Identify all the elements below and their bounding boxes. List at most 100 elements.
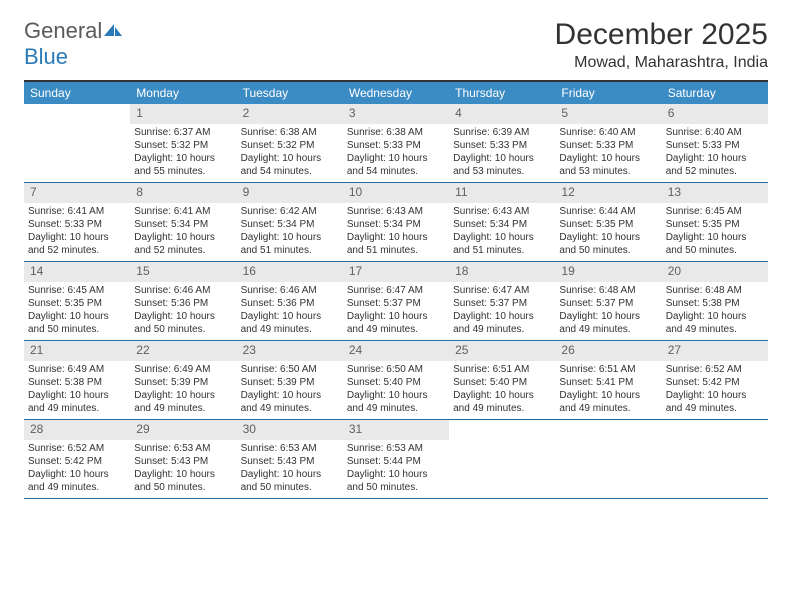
daylight-line: Daylight: 10 hours and 49 minutes. [559,389,657,415]
day-number: 29 [130,420,236,440]
day-number: 25 [449,341,555,361]
day-body: Sunrise: 6:41 AMSunset: 5:34 PMDaylight:… [130,203,236,261]
sunrise-line: Sunrise: 6:49 AM [28,363,126,376]
day-number: 19 [555,262,661,282]
day-number: 18 [449,262,555,282]
sunrise-line: Sunrise: 6:41 AM [28,205,126,218]
sunset-line: Sunset: 5:33 PM [28,218,126,231]
day-cell: 19Sunrise: 6:48 AMSunset: 5:37 PMDayligh… [555,262,661,340]
sunrise-line: Sunrise: 6:50 AM [241,363,339,376]
day-number: 5 [555,104,661,124]
day-cell: 16Sunrise: 6:46 AMSunset: 5:36 PMDayligh… [237,262,343,340]
location-text: Mowad, Maharashtra, India [555,54,768,72]
day-cell: 7 Sunrise: 6:41 AMSunset: 5:33 PMDaylight… [24,183,130,261]
sunrise-line: Sunrise: 6:52 AM [666,363,764,376]
title-block: December 2025 Mowad, Maharashtra, India [555,18,768,72]
daylight-line: Daylight: 10 hours and 53 minutes. [559,152,657,178]
daylight-line: Daylight: 10 hours and 55 minutes. [134,152,232,178]
day-cell: 26Sunrise: 6:51 AMSunset: 5:41 PMDayligh… [555,341,661,419]
sunset-line: Sunset: 5:37 PM [453,297,551,310]
sunrise-line: Sunrise: 6:40 AM [666,126,764,139]
day-number: 28 [24,420,130,440]
sunset-line: Sunset: 5:32 PM [241,139,339,152]
day-body: Sunrise: 6:46 AMSunset: 5:36 PMDaylight:… [130,282,236,340]
daylight-line: Daylight: 10 hours and 52 minutes. [28,231,126,257]
daylight-line: Daylight: 10 hours and 50 minutes. [134,310,232,336]
sunset-line: Sunset: 5:33 PM [666,139,764,152]
daylight-line: Daylight: 10 hours and 49 minutes. [347,310,445,336]
day-number: 3 [343,104,449,124]
day-number: 11 [449,183,555,203]
sunrise-line: Sunrise: 6:40 AM [559,126,657,139]
sunset-line: Sunset: 5:40 PM [347,376,445,389]
day-body: Sunrise: 6:45 AMSunset: 5:35 PMDaylight:… [662,203,768,261]
day-cell: 29Sunrise: 6:53 AMSunset: 5:43 PMDayligh… [130,420,236,498]
daylight-line: Daylight: 10 hours and 50 minutes. [28,310,126,336]
day-body: Sunrise: 6:50 AMSunset: 5:40 PMDaylight:… [343,361,449,419]
day-number: 12 [555,183,661,203]
sunrise-line: Sunrise: 6:45 AM [28,284,126,297]
daylight-line: Daylight: 10 hours and 52 minutes. [134,231,232,257]
day-cell: 20Sunrise: 6:48 AMSunset: 5:38 PMDayligh… [662,262,768,340]
day-number: 2 [237,104,343,124]
week-row: 14Sunrise: 6:45 AMSunset: 5:35 PMDayligh… [24,262,768,341]
day-cell: 8Sunrise: 6:41 AMSunset: 5:34 PMDaylight… [130,183,236,261]
day-number: 4 [449,104,555,124]
sunrise-line: Sunrise: 6:53 AM [134,442,232,455]
daylight-line: Daylight: 10 hours and 49 minutes. [28,389,126,415]
sunset-line: Sunset: 5:36 PM [241,297,339,310]
day-body: Sunrise: 6:51 AMSunset: 5:40 PMDaylight:… [449,361,555,419]
sunrise-line: Sunrise: 6:38 AM [241,126,339,139]
day-cell: 31Sunrise: 6:53 AMSunset: 5:44 PMDayligh… [343,420,449,498]
sunrise-line: Sunrise: 6:49 AM [134,363,232,376]
sunset-line: Sunset: 5:34 PM [453,218,551,231]
sunrise-line: Sunrise: 6:38 AM [347,126,445,139]
daylight-line: Daylight: 10 hours and 49 minutes. [347,389,445,415]
day-body: Sunrise: 6:39 AMSunset: 5:33 PMDaylight:… [449,124,555,182]
day-number: 31 [343,420,449,440]
day-number: 26 [555,341,661,361]
day-body: Sunrise: 6:52 AMSunset: 5:42 PMDaylight:… [24,440,130,498]
day-number: 7 [24,183,130,203]
sunrise-line: Sunrise: 6:47 AM [453,284,551,297]
day-number: 27 [662,341,768,361]
daylight-line: Daylight: 10 hours and 49 minutes. [453,310,551,336]
day-body: Sunrise: 6:52 AMSunset: 5:42 PMDaylight:… [662,361,768,419]
sail-icon [104,18,122,44]
day-number: 24 [343,341,449,361]
sunrise-line: Sunrise: 6:39 AM [453,126,551,139]
daylight-line: Daylight: 10 hours and 49 minutes. [28,468,126,494]
sunrise-line: Sunrise: 6:51 AM [453,363,551,376]
day-cell: 23Sunrise: 6:50 AMSunset: 5:39 PMDayligh… [237,341,343,419]
sunset-line: Sunset: 5:40 PM [453,376,551,389]
sunrise-line: Sunrise: 6:43 AM [453,205,551,218]
week-row: .1Sunrise: 6:37 AMSunset: 5:32 PMDayligh… [24,104,768,183]
daylight-line: Daylight: 10 hours and 49 minutes. [241,310,339,336]
sunrise-line: Sunrise: 6:41 AM [134,205,232,218]
header: General Blue December 2025 Mowad, Mahara… [24,18,768,72]
logo: General Blue [24,18,122,70]
sunset-line: Sunset: 5:33 PM [559,139,657,152]
sunset-line: Sunset: 5:35 PM [666,218,764,231]
daylight-line: Daylight: 10 hours and 49 minutes. [453,389,551,415]
daylight-line: Daylight: 10 hours and 54 minutes. [241,152,339,178]
sunset-line: Sunset: 5:34 PM [347,218,445,231]
day-body: Sunrise: 6:49 AMSunset: 5:39 PMDaylight:… [130,361,236,419]
sunset-line: Sunset: 5:44 PM [347,455,445,468]
day-cell: 10Sunrise: 6:43 AMSunset: 5:34 PMDayligh… [343,183,449,261]
day-number: 15 [130,262,236,282]
sunset-line: Sunset: 5:34 PM [241,218,339,231]
day-number: 22 [130,341,236,361]
sunset-line: Sunset: 5:39 PM [134,376,232,389]
day-cell: 28Sunrise: 6:52 AMSunset: 5:42 PMDayligh… [24,420,130,498]
day-cell: 22Sunrise: 6:49 AMSunset: 5:39 PMDayligh… [130,341,236,419]
day-body: Sunrise: 6:53 AMSunset: 5:43 PMDaylight:… [130,440,236,498]
sunrise-line: Sunrise: 6:52 AM [28,442,126,455]
daylight-line: Daylight: 10 hours and 51 minutes. [241,231,339,257]
day-body: Sunrise: 6:38 AMSunset: 5:33 PMDaylight:… [343,124,449,182]
daylight-line: Daylight: 10 hours and 50 minutes. [666,231,764,257]
day-cell: 1Sunrise: 6:37 AMSunset: 5:32 PMDaylight… [130,104,236,182]
weekday-header: Tuesday [237,82,343,104]
sunset-line: Sunset: 5:42 PM [28,455,126,468]
sunrise-line: Sunrise: 6:48 AM [666,284,764,297]
